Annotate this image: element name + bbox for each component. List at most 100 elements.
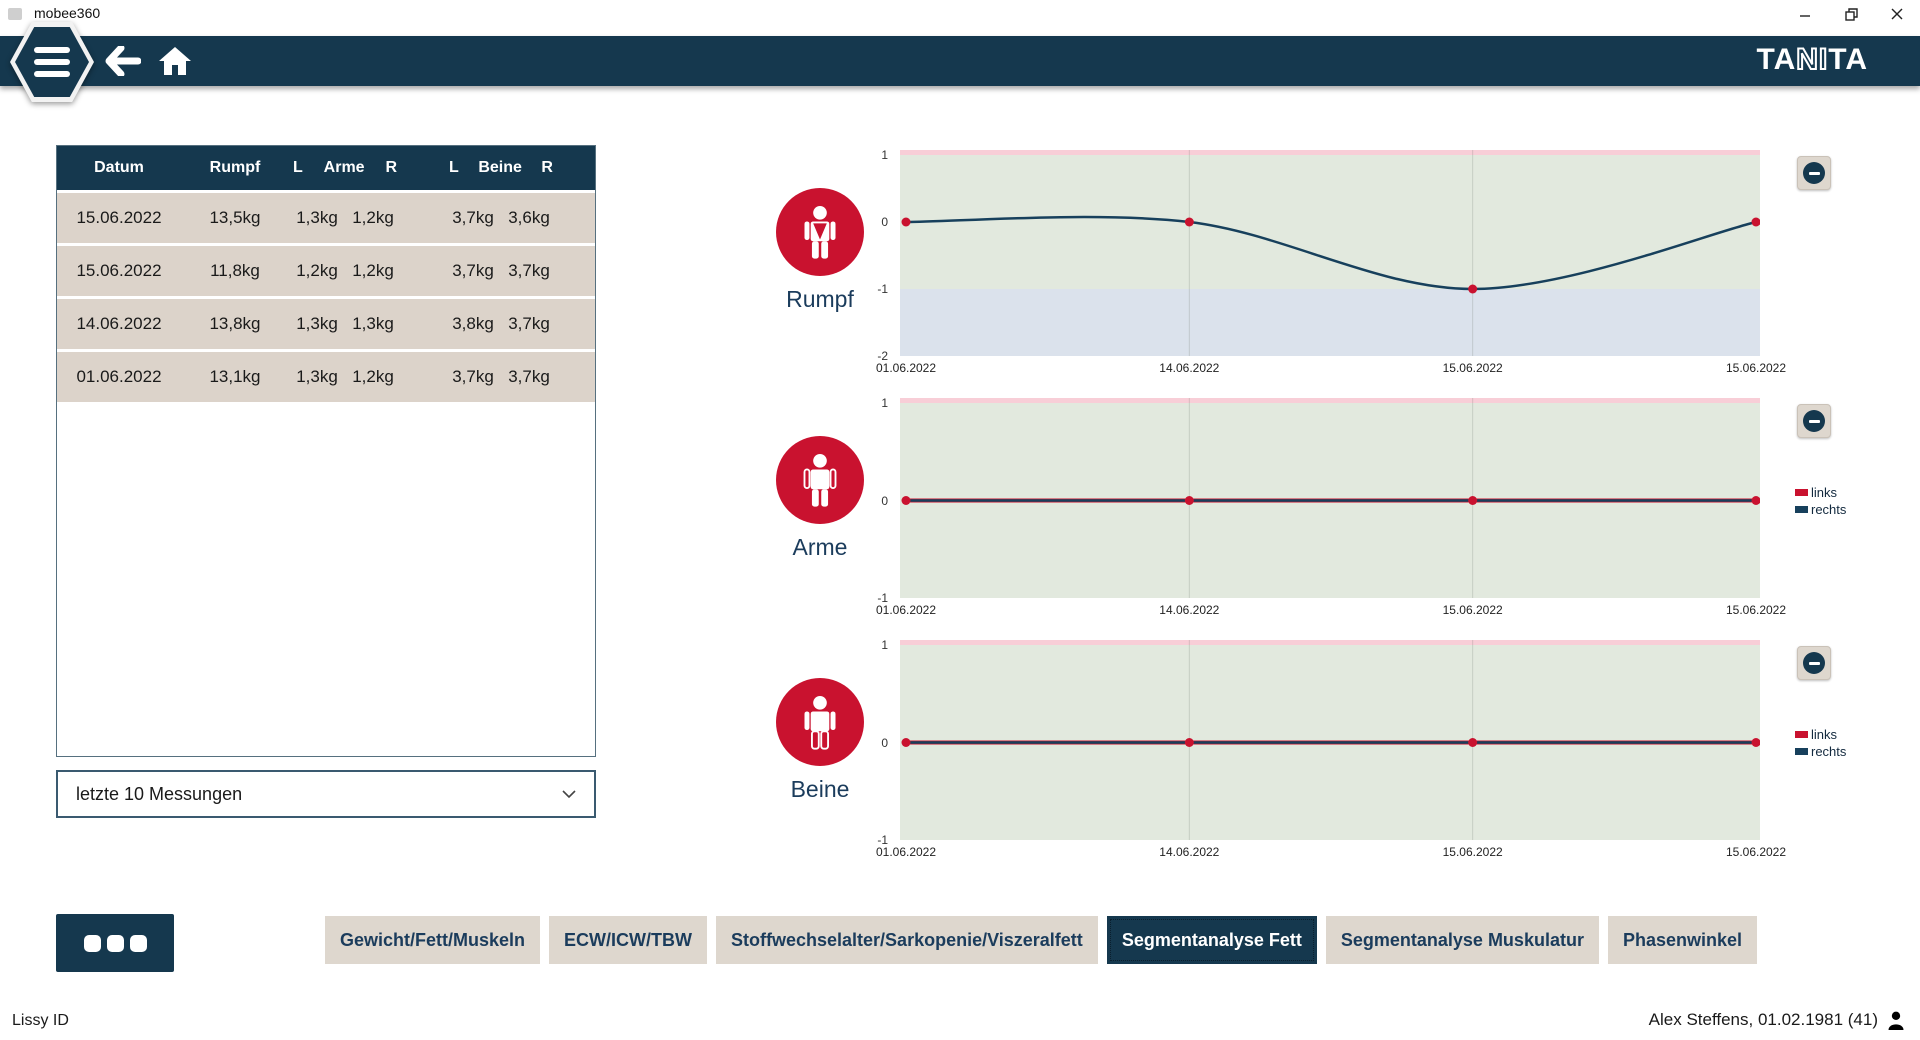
cell-arme-rechts: 1,2kg <box>352 367 394 386</box>
rumpf-chart-svg <box>900 150 1760 356</box>
brand-logo: TANITA <box>1756 42 1868 77</box>
table-header: Datum Rumpf L Arme R L Beine R <box>57 146 595 190</box>
y-tick-label: -1 <box>877 833 888 847</box>
x-axis-labels: 01.06.2022 14.06.2022 15.06.2022 15.06.2022 <box>876 845 1786 861</box>
legend: links rechts <box>1795 726 1846 760</box>
cell-datum: 14.06.2022 <box>76 314 162 333</box>
x-tick-label: 14.06.2022 <box>1159 361 1220 375</box>
chart-row-rumpf: Rumpf 1 0 -1 -2 01.06.2022 14.06.2022 15.06.2… <box>740 140 1910 390</box>
y-tick-label: 1 <box>881 148 888 162</box>
cell-beine: 3,7kg 3,7kg <box>445 367 557 387</box>
arme-body-icon <box>776 436 864 524</box>
x-tick-label: 15.06.2022 <box>1442 603 1503 617</box>
table-row[interactable]: 15.06.2022 11,8kg 1,2kg 1,2kg 3,7kg 3,7kg <box>57 246 595 296</box>
y-tick-label: -2 <box>877 349 888 363</box>
cell-arme-links: 1,2kg <box>296 261 338 280</box>
legend-label: links <box>1811 485 1838 500</box>
data-point <box>1184 496 1194 505</box>
legend-item: rechts <box>1795 743 1846 760</box>
data-point <box>1184 738 1194 747</box>
chart-label-rumpf: Rumpf <box>786 286 854 312</box>
table-row[interactable]: 15.06.2022 13,5kg 1,3kg 1,2kg 3,7kg 3,6kg <box>57 193 595 243</box>
legend-label: links <box>1811 727 1838 742</box>
tab-ecw-icw-tbw[interactable]: ECW/ICW/TBW <box>549 916 707 964</box>
tab-segmentanalyse-muskulatur[interactable]: Segmentanalyse Muskulatur <box>1325 916 1599 964</box>
x-axis-labels: 01.06.2022 14.06.2022 15.06.2022 15.06.2022 <box>876 361 1786 377</box>
legend-item: links <box>1795 726 1846 743</box>
minimize-button[interactable] <box>1782 0 1828 28</box>
tab-phasenwinkel[interactable]: Phasenwinkel <box>1607 916 1758 964</box>
cell-arme: 1,2kg 1,2kg <box>289 261 401 281</box>
legend-swatch <box>1795 506 1808 513</box>
cell-beine-links: 3,7kg <box>452 367 494 386</box>
cell-arme: 1,3kg 1,2kg <box>289 367 401 387</box>
cell-arme-links: 1,3kg <box>296 208 338 227</box>
data-point <box>1468 738 1478 747</box>
x-tick-label: 15.06.2022 <box>1725 361 1787 375</box>
tab-gewicht-fett-muskeln[interactable]: Gewicht/Fett/Muskeln <box>325 916 541 964</box>
cell-beine-links: 3,8kg <box>452 314 494 333</box>
beine-chart-svg <box>900 640 1760 840</box>
app-icon <box>8 8 22 20</box>
chart-row-arme: Arme 1 0 -1 01.06.2022 14.06.2022 15.06.2022… <box>740 388 1910 638</box>
restore-button[interactable] <box>1828 0 1874 28</box>
collapse-beine-chart-button[interactable] <box>1797 646 1831 680</box>
back-button[interactable] <box>100 36 146 86</box>
cell-beine: 3,8kg 3,7kg <box>445 314 557 334</box>
y-tick-label: 0 <box>881 493 888 508</box>
data-point <box>1751 217 1760 227</box>
collapse-arme-chart-button[interactable] <box>1797 404 1831 438</box>
table-row[interactable]: 14.06.2022 13,8kg 1,3kg 1,3kg 3,8kg 3,7kg <box>57 299 595 349</box>
x-tick-label: 01.06.2022 <box>875 603 937 617</box>
header-beine: L Beine R <box>449 159 553 176</box>
y-tick-label: 1 <box>881 638 888 652</box>
measurement-filter-select[interactable]: letzte 10 Messungen <box>56 770 596 818</box>
cell-arme-rechts: 1,2kg <box>352 208 394 227</box>
data-point <box>901 738 911 747</box>
titlebar: mobee360 <box>0 0 1920 28</box>
close-icon <box>1891 8 1903 20</box>
legend-swatch <box>1795 489 1808 496</box>
cell-arme: 1,3kg 1,3kg <box>289 314 401 334</box>
cell-datum: 15.06.2022 <box>76 208 162 227</box>
minus-icon <box>1803 652 1825 674</box>
y-tick-label: -1 <box>877 282 888 296</box>
restore-icon <box>1844 7 1858 21</box>
legend-item: links <box>1795 484 1846 501</box>
data-point <box>1751 496 1760 505</box>
tab-segmentanalyse-fett[interactable]: Segmentanalyse Fett <box>1106 916 1317 964</box>
tab-stoffwechselalter-sarkopenie-viszeralfett[interactable]: Stoffwechselalter/Sarkopenie/Viszeralfet… <box>716 916 1098 964</box>
filter-value: letzte 10 Messungen <box>76 783 243 804</box>
data-point <box>1751 738 1760 747</box>
x-tick-label: 15.06.2022 <box>1442 361 1503 375</box>
arme-plot-area <box>900 398 1760 598</box>
cell-arme-links: 1,3kg <box>296 367 338 386</box>
home-icon <box>159 47 191 75</box>
cell-rumpf: 13,1kg <box>209 367 261 386</box>
close-button[interactable] <box>1874 0 1920 28</box>
table-row[interactable]: 01.06.2022 13,1kg 1,3kg 1,2kg 3,7kg 3,7kg <box>57 352 595 402</box>
beine-body-icon <box>776 678 864 766</box>
x-tick-label: 15.06.2022 <box>1725 603 1787 617</box>
home-button[interactable] <box>152 36 198 86</box>
data-point <box>1468 284 1478 294</box>
x-axis-labels: 01.06.2022 14.06.2022 15.06.2022 15.06.2022 <box>876 603 1786 619</box>
y-axis-labels: 1 0 -1 -2 <box>852 148 894 363</box>
legend-label: rechts <box>1811 744 1847 759</box>
measurements-table: Datum Rumpf L Arme R L Beine R 15.06.2022 13,… <box>56 145 596 757</box>
collapse-rumpf-chart-button[interactable] <box>1797 156 1831 190</box>
ellipsis-icon <box>83 934 101 952</box>
y-tick-label: -1 <box>877 591 888 605</box>
minus-icon <box>1803 162 1825 184</box>
cell-arme: 1,3kg 1,2kg <box>289 208 401 228</box>
data-point <box>1468 496 1478 505</box>
x-tick-label: 15.06.2022 <box>1442 845 1503 859</box>
menu-button[interactable] <box>10 22 94 102</box>
more-options-button[interactable] <box>56 914 174 972</box>
cell-beine-rechts: 3,6kg <box>508 208 550 227</box>
x-tick-label: 01.06.2022 <box>875 845 937 859</box>
y-tick-label: 0 <box>881 215 888 229</box>
navbar: TANITA <box>0 36 1920 86</box>
cell-beine-links: 3,7kg <box>452 261 494 280</box>
chart-label-beine: Beine <box>790 776 850 802</box>
